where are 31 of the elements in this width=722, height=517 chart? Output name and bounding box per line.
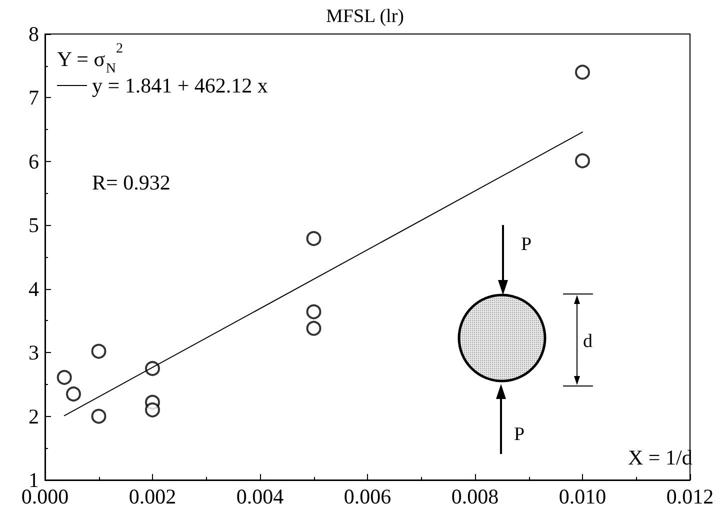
y-tick-label: 6: [28, 149, 39, 174]
point: [56, 370, 72, 385]
point: [145, 402, 160, 418]
annotation: R= 0.932: [92, 170, 170, 194]
y-tick-label: 3: [28, 340, 39, 365]
point: [575, 153, 590, 168]
point: [306, 231, 322, 246]
y-tick-label: 7: [28, 86, 39, 110]
x-tick-label: 0.004: [236, 484, 284, 508]
y-tick-label: 1: [28, 468, 39, 492]
chart-title: MFSL (lr): [326, 6, 404, 27]
x-tick-label: 0.002: [128, 484, 176, 508]
annotation: d: [583, 331, 593, 352]
point: [575, 64, 590, 80]
x-tick-label: 0.006: [344, 484, 392, 508]
legend-label: y = 1.841 + 462.12 x: [92, 74, 268, 98]
point: [145, 361, 160, 376]
y-tick-label: 2: [28, 404, 39, 428]
annotation: P: [521, 234, 532, 255]
annotation: P: [514, 424, 525, 445]
point: [91, 408, 106, 424]
point: [91, 344, 106, 359]
y-tick-label: 5: [28, 213, 39, 238]
y-tick-label: 8: [28, 22, 39, 46]
y-tick-label: 4: [28, 276, 40, 301]
point: [66, 386, 81, 402]
point: [306, 304, 322, 320]
x-tick-label: 0.012: [666, 484, 714, 508]
x-tick-label: 0.010: [558, 484, 606, 508]
x-tick-label: 0.008: [451, 484, 499, 508]
point: [306, 320, 322, 336]
